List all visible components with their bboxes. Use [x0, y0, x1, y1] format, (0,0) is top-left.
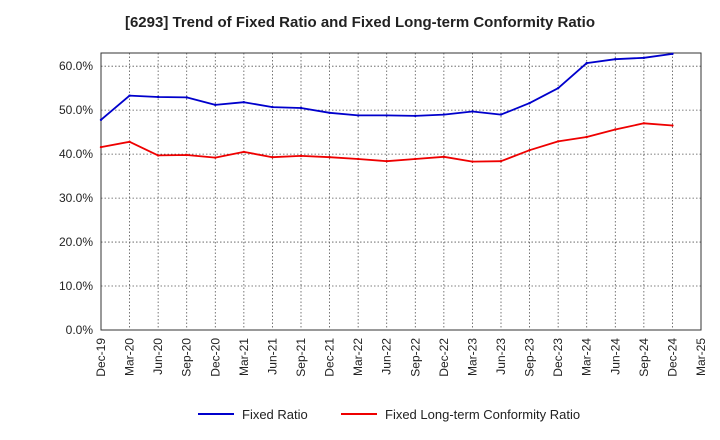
plot-frame: [100, 52, 702, 331]
data-point: [271, 105, 274, 109]
x-tick-label: Jun-20: [151, 338, 165, 375]
data-point: [556, 140, 560, 143]
x-tick-label: Mar-22: [351, 338, 365, 376]
data-point: [671, 124, 674, 127]
legend-label-1: Fixed Ratio: [242, 407, 308, 422]
data-point: [556, 86, 560, 90]
x-tick-label: Dec-24: [665, 338, 679, 377]
y-tick-label: 60.0%: [59, 59, 93, 73]
y-tick-label: 0.0%: [66, 323, 94, 337]
data-point: [299, 154, 303, 158]
data-point: [414, 157, 417, 161]
y-tick-label: 40.0%: [59, 147, 93, 161]
data-point: [128, 94, 131, 97]
data-point: [99, 118, 103, 122]
data-point: [299, 106, 303, 110]
y-tick-label: 50.0%: [59, 103, 93, 117]
data-point: [442, 155, 446, 158]
chart-title: [6293] Trend of Fixed Ratio and Fixed Lo…: [124, 14, 596, 31]
data-point: [471, 110, 474, 113]
data-point: [242, 150, 246, 154]
data-point: [442, 113, 446, 116]
data-point: [642, 56, 646, 60]
data-point: [414, 114, 417, 118]
data-point: [271, 156, 274, 159]
data-point: [585, 61, 588, 65]
data-point: [356, 114, 360, 117]
data-point: [471, 160, 474, 163]
plot-area: 0.0% 10.0% 20.0% 30.0% 40.0% 50.0% 60.0% Dec-19…: [59, 52, 708, 377]
x-tick-label: Sep-23: [523, 338, 537, 377]
x-tick-label: Sep-22: [408, 338, 422, 377]
x-tick-label: Mar-24: [580, 338, 594, 376]
y-tick-label: 20.0%: [59, 235, 93, 249]
x-tick-label: Mar-21: [237, 338, 251, 376]
data-point: [385, 159, 388, 163]
data-point: [185, 96, 188, 99]
data-point: [499, 113, 503, 116]
x-tick-label: Jun-21: [265, 338, 279, 375]
x-tick-label: Sep-21: [294, 338, 308, 377]
data-point: [156, 95, 160, 99]
y-tick-label: 10.0%: [59, 279, 93, 293]
data-point: [585, 135, 588, 139]
x-tick-label: Jun-22: [380, 338, 394, 375]
data-point: [614, 128, 617, 131]
data-point: [128, 140, 131, 144]
data-point: [356, 157, 360, 161]
data-point: [528, 148, 531, 152]
data-point: [156, 154, 160, 157]
x-tick-label: Dec-20: [208, 338, 222, 377]
x-tick-label: Sep-20: [180, 338, 194, 377]
x-tick-label: Dec-23: [551, 338, 565, 377]
legend: Fixed Ratio Fixed Long-term Conformity Ra…: [198, 407, 580, 422]
x-tick-label: Jun-23: [494, 338, 508, 375]
x-tick-label: Dec-19: [94, 338, 108, 377]
plot-background: [101, 53, 701, 330]
data-point: [214, 156, 217, 159]
x-tick-label: Sep-24: [637, 338, 651, 377]
x-tick-label: Dec-22: [437, 338, 451, 377]
data-point: [99, 145, 103, 149]
data-point: [185, 153, 188, 157]
x-tick-label: Mar-23: [465, 338, 479, 376]
x-tick-label: Mar-25: [694, 338, 708, 376]
x-tick-label: Jun-24: [608, 338, 622, 375]
data-point: [328, 111, 331, 114]
data-point: [242, 101, 246, 104]
data-point: [642, 122, 646, 125]
data-point: [214, 103, 217, 107]
data-point: [671, 52, 674, 56]
data-point: [385, 114, 388, 117]
data-point: [528, 101, 531, 105]
legend-label-2: Fixed Long-term Conformity Ratio: [385, 407, 580, 422]
x-tick-label: Dec-21: [323, 338, 337, 377]
data-point: [499, 159, 503, 163]
data-point: [614, 57, 617, 61]
data-point: [328, 156, 331, 159]
x-tick-label: Mar-20: [123, 338, 137, 376]
y-tick-label: 30.0%: [59, 191, 93, 205]
